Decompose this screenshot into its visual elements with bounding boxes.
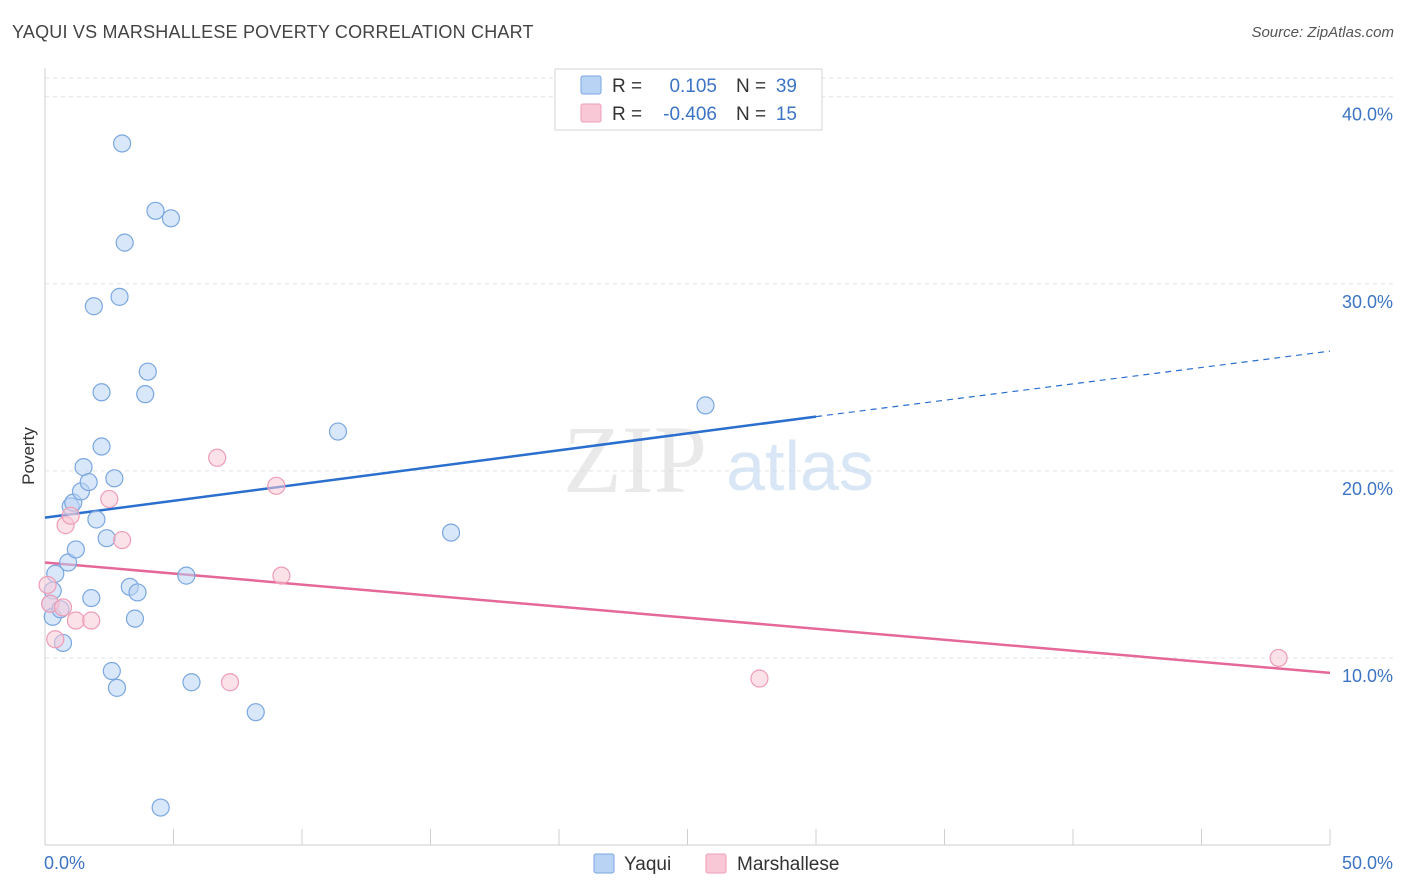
legend-swatch-marshallese	[580, 103, 602, 123]
bottom-legend-label-yaqui: Yaqui	[624, 854, 671, 875]
yaqui-point	[112, 134, 132, 153]
yaqui-point	[328, 422, 348, 441]
yaqui-point	[161, 209, 181, 228]
marshallese-point	[272, 566, 291, 585]
x-tick-label-min: 0.0%	[44, 853, 85, 873]
yaqui-point	[138, 362, 157, 381]
yaqui-point	[110, 287, 129, 306]
legend-n-value-yaqui: 39	[776, 76, 797, 97]
y-tick-label: 30.0%	[1342, 292, 1393, 312]
yaqui-point	[128, 583, 147, 602]
grid-layer	[45, 77, 1395, 659]
bottom-legend-label-marshallese: Marshallese	[737, 854, 839, 875]
yaqui-point	[92, 383, 111, 402]
yaqui-point	[79, 472, 98, 492]
yaqui-point	[97, 529, 116, 548]
bottom-legend-swatch-marshallese	[705, 853, 727, 874]
marshallese-point	[220, 673, 240, 692]
legend-r-label-marshallese: R =	[612, 104, 642, 125]
legend: R = 0.105 N = 39 R = -0.406 N = 15	[554, 68, 823, 131]
bottom-legend-swatch-yaqui	[593, 853, 615, 874]
legend-r-value-marshallese: -0.406	[663, 104, 717, 125]
marshallese-point	[46, 630, 65, 649]
legend-n-value-marshallese: 15	[776, 104, 797, 125]
marshallese-point	[66, 611, 85, 630]
marshallese-point	[750, 669, 769, 688]
legend-swatch-yaqui	[580, 75, 602, 95]
yaqui-point	[696, 396, 715, 415]
yaqui-point	[92, 437, 111, 456]
legend-r-label-yaqui: R =	[612, 76, 642, 97]
source-label: Source: ZipAtlas.com	[1251, 24, 1394, 41]
yaqui-point	[136, 385, 155, 404]
watermark-atlas: atlas	[726, 427, 874, 505]
yaqui-point	[146, 201, 165, 220]
yaqui-point	[84, 297, 103, 316]
yaqui-point	[246, 703, 265, 722]
marshallese-point	[82, 611, 101, 630]
y-axis-title: Poverty	[19, 427, 38, 485]
legend-r-value-yaqui: 0.105	[669, 76, 717, 97]
watermark: ZIP atlas	[563, 406, 874, 513]
yaqui-point	[107, 678, 127, 697]
yaqui-point	[441, 523, 461, 542]
yaqui-point	[115, 233, 134, 252]
marshallese-trendline	[44, 561, 1331, 675]
yaqui-point	[151, 798, 170, 817]
yaqui-point	[182, 673, 201, 692]
watermark-zip: ZIP	[563, 406, 707, 513]
y-tick-label: 40.0%	[1342, 105, 1393, 125]
yaqui-point	[82, 588, 101, 608]
marshallese-point	[100, 489, 119, 509]
marshallese-point	[208, 448, 227, 467]
yaqui-point	[177, 566, 196, 585]
yaqui-trendline	[44, 415, 817, 519]
trend-layer	[44, 350, 1331, 675]
yaqui-point	[105, 469, 124, 488]
yaqui-point	[125, 609, 145, 628]
yaqui-trendline-extension	[815, 350, 1331, 418]
y-tick-label: 10.0%	[1342, 666, 1393, 686]
bottom-legend: Yaqui Marshallese	[593, 853, 839, 875]
marshallese-point	[53, 598, 73, 617]
axis-layer: 10.0% 20.0% 30.0% 40.0% 0.0% 50.0%	[44, 68, 1393, 873]
points-layer	[38, 134, 1288, 817]
yaqui-point	[102, 661, 121, 681]
marshallese-point	[38, 575, 57, 595]
legend-n-label-yaqui: N =	[736, 76, 766, 97]
chart-title: YAQUI VS MARSHALLESE POVERTY CORRELATION…	[12, 22, 534, 42]
marshallese-point	[61, 506, 80, 525]
x-tick-label-max: 50.0%	[1342, 853, 1393, 873]
y-tick-label: 20.0%	[1342, 479, 1393, 499]
yaqui-point	[87, 510, 106, 529]
yaqui-point	[66, 540, 85, 559]
marshallese-point	[267, 476, 286, 495]
marshallese-point	[1269, 648, 1288, 668]
legend-n-label-marshallese: N =	[736, 104, 766, 125]
marshallese-point	[112, 530, 132, 550]
